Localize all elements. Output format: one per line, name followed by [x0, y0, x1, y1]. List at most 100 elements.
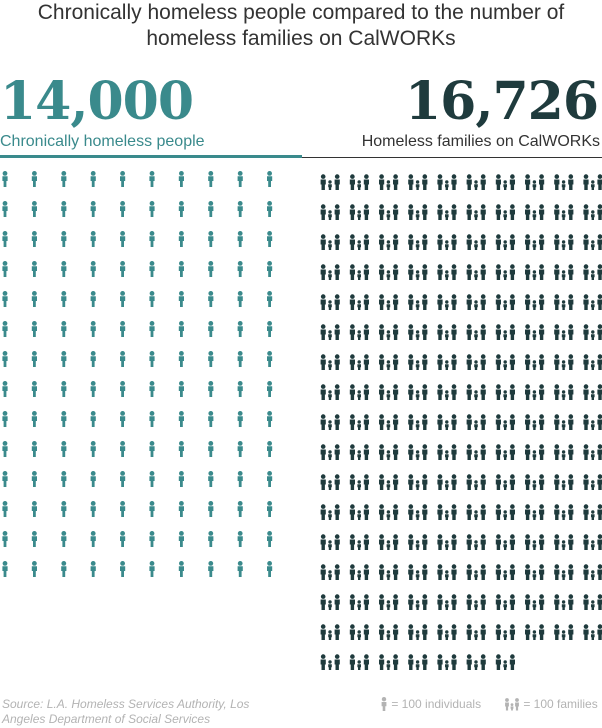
- family-icon: [525, 264, 545, 280]
- person-icon: [31, 471, 37, 487]
- person-icon: [237, 351, 243, 367]
- legend-individuals: = 100 individuals: [380, 697, 481, 712]
- individuals-divider: [0, 155, 302, 158]
- person-icon: [208, 171, 214, 187]
- person-icon: [120, 291, 126, 307]
- family-icon: [495, 534, 515, 550]
- family-icon: [408, 414, 428, 430]
- person-icon: [90, 201, 96, 217]
- individuals-icon-grid: [2, 171, 273, 577]
- family-icon: [349, 594, 369, 610]
- person-icon: [178, 531, 184, 547]
- family-icon: [349, 444, 369, 460]
- person-icon: [149, 231, 155, 247]
- family-icon: [466, 294, 486, 310]
- person-icon: [61, 351, 67, 367]
- family-icon: [583, 474, 602, 490]
- person-icon: [267, 381, 273, 397]
- person-icon: [61, 471, 67, 487]
- family-icon: [408, 384, 428, 400]
- person-icon: [90, 351, 96, 367]
- families-label: Homeless families on CalWORKs: [361, 133, 600, 150]
- family-icon: [554, 624, 574, 640]
- person-icon: [31, 351, 37, 367]
- family-icon: [379, 444, 399, 460]
- person-icon: [61, 231, 67, 247]
- family-icon: [583, 414, 602, 430]
- family-icon: [349, 624, 369, 640]
- person-icon: [149, 411, 155, 427]
- family-icon: [437, 504, 457, 520]
- family-icon: [349, 204, 369, 220]
- family-icon: [554, 234, 574, 250]
- family-icon: [349, 264, 369, 280]
- family-icon: [320, 174, 340, 190]
- person-icon: [208, 381, 214, 397]
- person-icon: [267, 171, 273, 187]
- person-icon: [381, 697, 387, 711]
- person-icon: [237, 561, 243, 577]
- family-icon: [379, 294, 399, 310]
- person-icon: [267, 441, 273, 457]
- family-icon: [379, 504, 399, 520]
- family-icon: [379, 474, 399, 490]
- family-icon: [525, 504, 545, 520]
- person-icon: [208, 501, 214, 517]
- family-icon: [408, 354, 428, 370]
- person-icon: [31, 441, 37, 457]
- family-icon: [379, 564, 399, 580]
- family-icon: [349, 384, 369, 400]
- person-icon: [208, 441, 214, 457]
- family-icon: [320, 204, 340, 220]
- person-icon: [267, 231, 273, 247]
- person-icon: [61, 201, 67, 217]
- person-icon: [31, 201, 37, 217]
- person-icon: [149, 501, 155, 517]
- family-icon: [583, 534, 602, 550]
- family-icon: [495, 174, 515, 190]
- family-icon: [437, 354, 457, 370]
- person-icon: [2, 231, 8, 247]
- family-icon: [525, 474, 545, 490]
- family-icon: [437, 174, 457, 190]
- family-icon: [554, 204, 574, 220]
- person-icon: [237, 321, 243, 337]
- family-icon: [379, 354, 399, 370]
- person-icon: [61, 561, 67, 577]
- person-icon: [178, 351, 184, 367]
- person-icon: [178, 441, 184, 457]
- family-icon: [583, 174, 602, 190]
- family-icon: [379, 534, 399, 550]
- person-icon: [267, 561, 273, 577]
- family-icon: [554, 174, 574, 190]
- person-icon: [237, 501, 243, 517]
- person-icon: [61, 501, 67, 517]
- family-icon: [437, 564, 457, 580]
- person-icon: [2, 501, 8, 517]
- person-icon: [90, 261, 96, 277]
- family-icon: [379, 324, 399, 340]
- family-icon: [525, 384, 545, 400]
- family-icon: [379, 204, 399, 220]
- family-icon: [437, 234, 457, 250]
- legend-families-label: = 100 families: [523, 697, 598, 711]
- person-icon: [178, 471, 184, 487]
- family-icon: [495, 294, 515, 310]
- family-icon: [466, 384, 486, 400]
- person-icon: [178, 201, 184, 217]
- family-icon: [349, 504, 369, 520]
- family-icon: [320, 354, 340, 370]
- chart-title: Chronically homeless people compared to …: [0, 0, 602, 52]
- family-icon: [495, 264, 515, 280]
- family-icon: [320, 624, 340, 640]
- family-icon: [379, 234, 399, 250]
- family-icon: [554, 324, 574, 340]
- person-icon: [120, 381, 126, 397]
- family-icon: [320, 444, 340, 460]
- person-icon: [90, 531, 96, 547]
- family-icon: [379, 594, 399, 610]
- person-icon: [120, 441, 126, 457]
- person-icon: [149, 321, 155, 337]
- family-icon: [408, 234, 428, 250]
- family-icon: [525, 624, 545, 640]
